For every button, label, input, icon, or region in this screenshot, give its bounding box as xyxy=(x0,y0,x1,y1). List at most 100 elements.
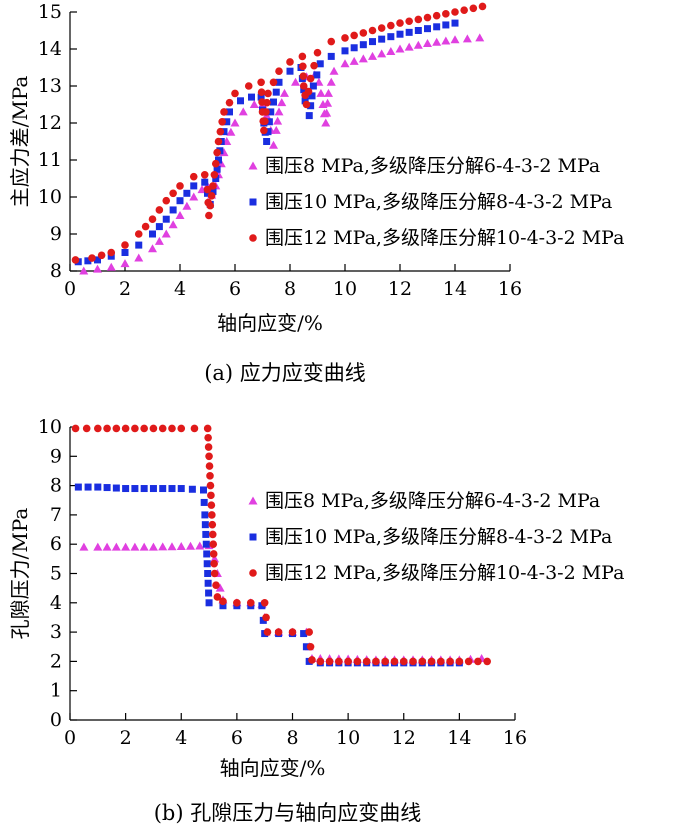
a-series-2-point xyxy=(307,102,315,110)
a-series-3-point xyxy=(207,191,216,200)
a-series-3-point xyxy=(176,182,184,190)
b-series-3-point xyxy=(209,550,218,558)
a-series-3-point xyxy=(469,4,478,13)
a-series-3-point xyxy=(260,126,268,135)
a-series-1-point xyxy=(274,107,284,116)
a-series-1-point xyxy=(238,107,248,116)
b-series-3-point xyxy=(344,657,352,666)
a-series-1-point xyxy=(441,36,451,45)
b-series-2-point xyxy=(201,511,209,519)
b-series-3-point xyxy=(219,597,227,606)
b-series-3-point xyxy=(94,424,102,433)
a-series-1-point xyxy=(413,40,423,49)
b-series-2-point xyxy=(103,484,111,492)
b-legend-marker-1 xyxy=(248,496,258,505)
b-series-2-point xyxy=(200,498,208,506)
a-series-2-point xyxy=(135,241,143,249)
b-series-3-point xyxy=(316,657,325,666)
b-x-tick-label: 2 xyxy=(120,727,132,749)
a-series-1-point xyxy=(134,253,144,262)
b-series-3-point xyxy=(212,581,220,590)
a-series-3-point xyxy=(423,13,432,22)
a-series-2-point xyxy=(396,30,404,38)
a-series-2-point xyxy=(212,175,220,182)
a-series-3-point xyxy=(97,251,106,260)
a-series-1-point xyxy=(175,211,185,219)
a-series-3-point xyxy=(71,256,80,264)
b-series-3-point xyxy=(372,657,380,666)
b-x-tick-label: 4 xyxy=(175,727,187,749)
a-series-2-point xyxy=(190,182,198,190)
b-series-2-point xyxy=(131,485,139,493)
a-series-1-point xyxy=(329,66,339,75)
a-series-2-point xyxy=(286,67,294,75)
a-series-2-point xyxy=(275,78,283,86)
chart-b: 0 2 4 6 8 10 12 14 16012345678910轴向应变/%孔隙压力/MPa(… xyxy=(8,416,624,825)
b-series-3-point xyxy=(158,424,167,433)
a-series-1-point xyxy=(450,35,460,44)
a-series-1-point xyxy=(182,201,192,210)
b-x-axis-title: 轴向应变/% xyxy=(220,756,326,780)
a-series-3-point xyxy=(313,48,322,57)
a-x-axis-title: 轴向应变/% xyxy=(217,311,323,335)
b-series-3-point xyxy=(483,657,491,666)
a-series-2-point xyxy=(84,257,92,265)
a-series-3-point xyxy=(387,21,395,30)
b-y-tick-label: 4 xyxy=(50,592,62,614)
b-series-1-point xyxy=(167,542,177,551)
a-series-3-point xyxy=(368,26,377,35)
b-y-tick-label: 8 xyxy=(50,475,62,497)
a-series-3-point xyxy=(107,248,116,257)
b-series-2-point xyxy=(203,550,211,558)
a-series-2-point xyxy=(213,165,221,173)
a-series-1-point xyxy=(148,244,157,253)
a-y-tick-label: 13 xyxy=(38,75,62,97)
a-series-1-point xyxy=(120,259,130,268)
a-series-1-point xyxy=(189,192,199,201)
b-series-3-point xyxy=(208,511,216,519)
b-series-3 xyxy=(71,424,491,666)
b-y-tick-label: 3 xyxy=(50,621,62,643)
a-series-2-point xyxy=(341,47,349,55)
a-series-2-point xyxy=(226,108,233,116)
b-series-3-point xyxy=(399,657,408,666)
b-series-3-point xyxy=(474,657,482,666)
a-series-2-point xyxy=(176,197,184,205)
b-series-1-point xyxy=(158,542,168,551)
a-series-3-point xyxy=(302,100,311,109)
b-series-3-point xyxy=(203,424,212,433)
b-x-tick-label: 8 xyxy=(286,727,298,749)
b-series-2-point xyxy=(202,540,210,548)
a-x-tick-label: 6 xyxy=(229,278,241,300)
a-y-tick-label: 14 xyxy=(38,38,62,60)
a-series-3-point xyxy=(257,78,265,87)
a-legend-marker-3 xyxy=(249,234,257,242)
chart-a: 0 2 4 6 8 10 12 14 16 8 9 10 11 12 13 14 15 轴向应变/% 主应力差/MP… xyxy=(8,1,624,385)
a-series-1-point xyxy=(395,44,405,53)
b-series-3-point xyxy=(306,642,315,651)
a-series-2-point xyxy=(442,21,450,29)
a-series-2-point xyxy=(169,206,177,214)
b-series-2-point xyxy=(94,483,102,491)
a-series-3-point xyxy=(359,29,368,37)
b-series-3-point xyxy=(233,599,241,607)
a-series-1-point xyxy=(462,34,472,43)
a-y-tick-label: 15 xyxy=(38,1,62,23)
a-series-1-point xyxy=(475,33,485,42)
a-series-3-point xyxy=(189,172,198,181)
b-series-3-point xyxy=(208,530,217,539)
b-series-3-point xyxy=(177,424,186,433)
b-y-tick-label: 0 xyxy=(50,709,62,731)
a-legend: 围压8 MPa,多级降压分解6-4-3-2 MPa 围压10 MPa,多级降压分解… xyxy=(248,155,624,249)
a-series-2-point xyxy=(350,44,358,52)
a-series-3-point xyxy=(162,196,171,205)
a-series-1-point xyxy=(432,37,442,46)
b-series-1-point xyxy=(210,554,220,563)
a-series-1-point xyxy=(326,77,336,86)
b-series-2-point xyxy=(168,485,176,493)
b-series-2-point xyxy=(205,599,213,607)
b-series-3-point xyxy=(246,599,255,607)
a-y-tick-label: 8 xyxy=(50,260,62,282)
a-series-3-point xyxy=(341,34,349,42)
a-series-3-point xyxy=(478,2,487,11)
